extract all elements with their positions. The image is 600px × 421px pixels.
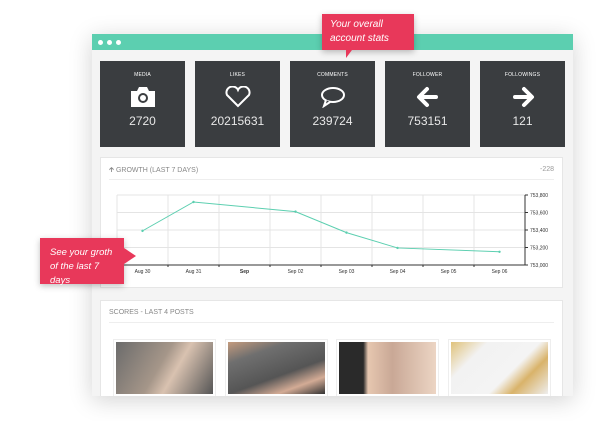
growth-callout: See your groth of the last 7 days bbox=[40, 238, 136, 286]
stat-value: 753151 bbox=[407, 114, 448, 128]
comment-icon bbox=[320, 87, 345, 108]
divider bbox=[109, 322, 554, 323]
x-tick-label: Sep 02 bbox=[288, 269, 304, 275]
post-thumbnail[interactable] bbox=[225, 339, 328, 396]
stat-label: FOLLOWER bbox=[412, 72, 443, 78]
y-tick-label: 753,200 bbox=[530, 246, 548, 252]
stat-follower[interactable]: FOLLOWER 753151 bbox=[385, 61, 470, 147]
post-thumbnail[interactable] bbox=[448, 339, 551, 396]
growth-callout-text: See your groth of the last 7 days bbox=[50, 247, 113, 286]
stat-media[interactable]: MEDIA 2720 bbox=[100, 61, 185, 147]
stat-label: MEDIA bbox=[134, 72, 151, 78]
stat-label: LIKES bbox=[229, 72, 246, 78]
x-tick-label: Sep 05 bbox=[441, 269, 457, 275]
x-tick-label: Sep 04 bbox=[390, 269, 406, 275]
stat-value: 121 bbox=[512, 114, 533, 128]
x-tick-label: Sep 03 bbox=[339, 269, 355, 275]
series-line bbox=[142, 201, 500, 253]
post-thumbnail[interactable] bbox=[113, 339, 216, 396]
divider bbox=[109, 179, 554, 180]
callout-pointer bbox=[346, 50, 358, 58]
scores-title: SCORES - LAST 4 POSTS bbox=[109, 309, 194, 316]
stat-comments[interactable]: COMMENTS 239724 bbox=[290, 61, 375, 147]
stats-callout: Your overall account stats bbox=[322, 14, 414, 58]
growth-title: 🡱 GROWTH (LAST 7 DAYS) bbox=[109, 166, 198, 177]
callout-pointer bbox=[124, 248, 136, 264]
y-tick-label: 753,000 bbox=[530, 263, 548, 269]
stats-callout-text: Your overall account stats bbox=[330, 19, 389, 44]
arrow-up-icon: 🡱 bbox=[109, 167, 115, 174]
data-point bbox=[345, 231, 348, 234]
window-dot[interactable] bbox=[98, 39, 103, 45]
stat-label: FOLLOWINGS bbox=[504, 72, 541, 78]
data-point bbox=[141, 229, 144, 233]
growth-delta: -228 bbox=[539, 166, 554, 173]
scores-panel: SCORES - LAST 4 POSTS bbox=[100, 300, 563, 396]
arrow-left-icon bbox=[416, 87, 438, 107]
window-dot[interactable] bbox=[116, 39, 121, 45]
x-tick-label: Sep bbox=[240, 269, 249, 275]
stat-followings[interactable]: FOLLOWINGS 121 bbox=[480, 61, 565, 147]
x-tick-label: Sep 06 bbox=[492, 269, 508, 275]
heart-icon bbox=[224, 86, 251, 108]
stat-label: COMMENTS bbox=[317, 72, 348, 78]
y-tick-label: 753,600 bbox=[530, 211, 548, 217]
stat-value: 20215631 bbox=[210, 114, 265, 128]
x-tick-label: Aug 30 bbox=[135, 269, 151, 275]
window-dot[interactable] bbox=[107, 39, 112, 45]
growth-panel: 🡱 GROWTH (LAST 7 DAYS) -228 753,000 753,2… bbox=[100, 157, 563, 288]
camera-icon bbox=[130, 87, 155, 107]
data-point bbox=[396, 246, 399, 250]
growth-title-text: GROWTH (LAST 7 DAYS) bbox=[115, 167, 199, 174]
stat-value: 2720 bbox=[129, 114, 156, 128]
arrow-right-icon bbox=[512, 87, 534, 107]
post-thumbnail[interactable] bbox=[336, 339, 439, 396]
growth-chart: 753,000 753,200 753,400 753,600 753,800 Aug 3… bbox=[116, 193, 548, 275]
data-point bbox=[498, 250, 501, 253]
stat-value: 239724 bbox=[312, 114, 353, 128]
data-point bbox=[192, 200, 195, 204]
stat-likes[interactable]: LIKES 20215631 bbox=[195, 61, 280, 147]
data-point bbox=[294, 210, 297, 213]
y-tick-label: 753,400 bbox=[530, 228, 548, 234]
app-window: MEDIA 2720 LIKES 20215631 COMMENTS 23972… bbox=[92, 34, 573, 396]
x-tick-label: Aug 31 bbox=[186, 269, 202, 275]
y-tick-label: 753,800 bbox=[530, 193, 548, 199]
